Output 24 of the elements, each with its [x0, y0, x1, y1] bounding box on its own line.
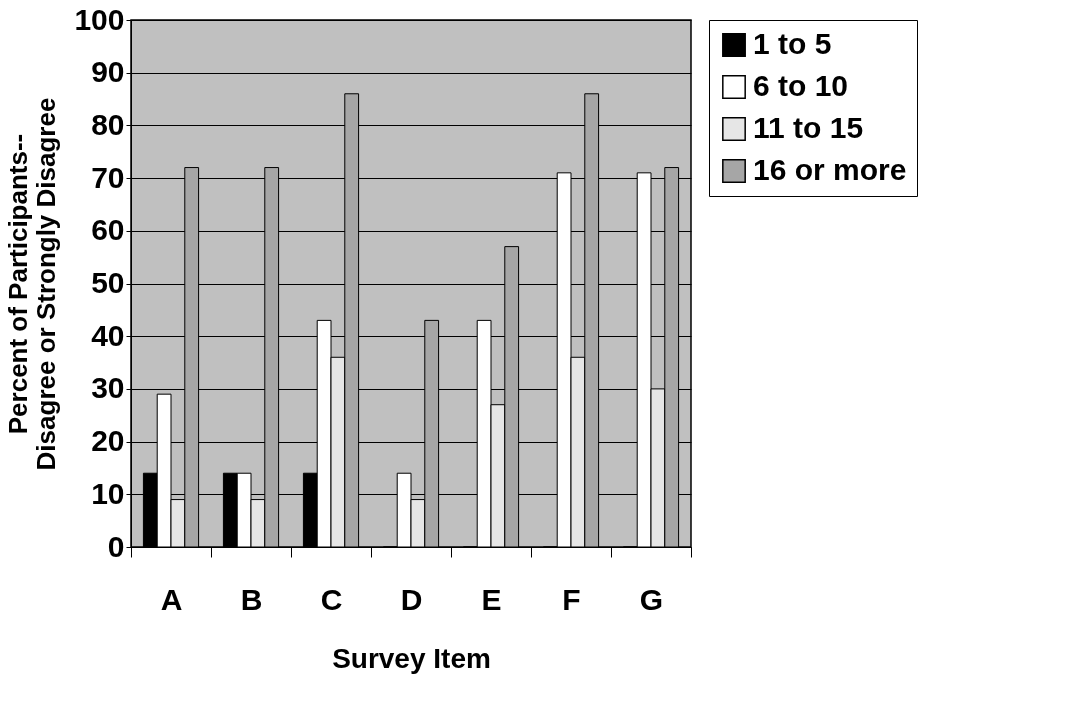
y-tick-label: 50: [91, 266, 125, 299]
y-tick-label: 70: [91, 160, 125, 194]
y-tick-label: 90: [91, 55, 125, 89]
x-tick-label: B: [240, 582, 263, 616]
y-tick-label: 0: [107, 529, 125, 563]
x-tick-label: D: [400, 582, 423, 616]
y-tick-label: 60: [91, 213, 125, 247]
x-tick-label: E: [481, 582, 502, 616]
x-tick-label: A: [160, 582, 183, 616]
x-axis-title: Survey Item: [332, 642, 491, 674]
legend-label: 6 to 10: [753, 69, 849, 102]
x-tick-label: G: [639, 582, 664, 616]
y-tick-label: 100: [74, 2, 125, 36]
x-tick-label: F: [562, 582, 581, 616]
y-tick-label: 40: [91, 318, 125, 352]
x-tick-label: C: [320, 582, 343, 616]
y-tick-label: 30: [91, 371, 125, 405]
y-axis-title: Percent of Participants-- Disagree or Strongly Disagree: [3, 97, 62, 471]
legend-label: 1 to 5: [753, 27, 832, 60]
legend-label: 11 to 15: [753, 111, 864, 144]
y-tick-label: 20: [91, 424, 125, 458]
legend-label: 16 or more: [753, 153, 907, 186]
y-tick-label: 80: [91, 107, 125, 141]
y-tick-label: 10: [91, 476, 125, 510]
